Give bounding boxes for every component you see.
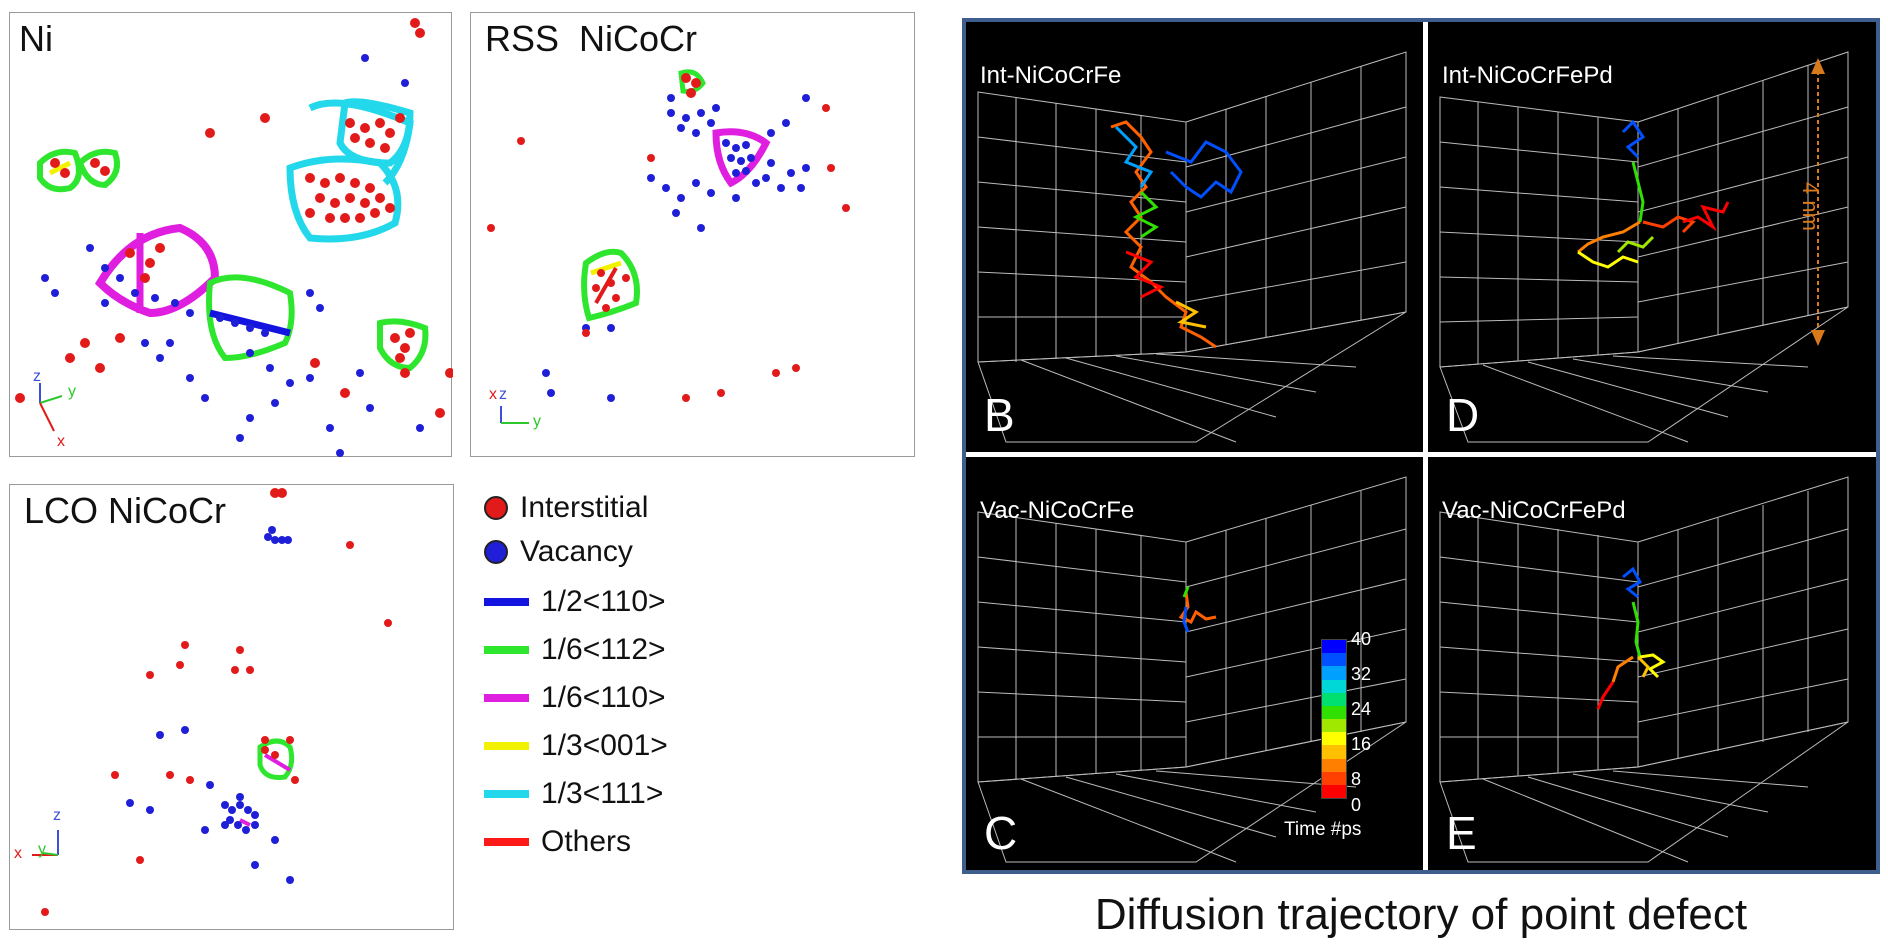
colorbar-tick: 0 — [1351, 795, 1362, 815]
figure-caption: Diffusion trajectory of point defect — [1094, 890, 1748, 939]
ni-axis-y: y — [68, 383, 76, 400]
quadrant-e-letter: E — [1446, 807, 1477, 859]
colorbar-segment — [1322, 679, 1346, 693]
colorbar-tick: 32 — [1351, 664, 1372, 684]
legend-item-interstitial: Interstitial — [484, 488, 648, 528]
legend-label: Vacancy — [520, 535, 633, 568]
colorbar-segment — [1322, 640, 1346, 654]
colorbar-label: Time #ps — [1284, 819, 1362, 840]
legend-item-loop-110-half: 1/2<110> — [484, 582, 666, 622]
quadrant-c: Vac-NiCoCrFe C 40 32 24 16 8 0 Time #ps — [966, 457, 1423, 870]
rss-atom-map — [487, 69, 850, 424]
loop-110-sixth-swatch — [484, 694, 529, 702]
lco-panel: LCO NiCoCr z x y — [9, 484, 454, 930]
time-colorbar — [1321, 639, 1347, 799]
colorbar-segment — [1322, 666, 1346, 680]
colorbar-segment — [1322, 771, 1346, 785]
legend-label: 1/6<110> — [541, 681, 666, 714]
quadrant-d: Int-NiCoCrFePd D 4 nm — [1428, 22, 1876, 452]
grid-box-e — [1439, 476, 1849, 863]
colorbar-segment — [1322, 719, 1346, 733]
quadrant-d-letter: D — [1446, 389, 1480, 441]
loop-001-swatch — [484, 742, 529, 750]
legend-item-vacancy: Vacancy — [484, 532, 633, 572]
colorbar-tick: 16 — [1351, 734, 1372, 754]
vacancy-marker — [484, 540, 508, 564]
ni-panel: Ni z y x — [9, 12, 453, 457]
colorbar-segment — [1322, 758, 1346, 772]
legend-item-others: Others — [484, 822, 631, 862]
legend-label: 1/3<001> — [541, 729, 668, 762]
loop-111-swatch — [484, 790, 529, 798]
quadrant-e: Vac-NiCoCrFePd E — [1428, 457, 1876, 870]
legend-label: Interstitial — [520, 491, 649, 524]
ni-axis-z: z — [33, 368, 41, 385]
legend-label: 1/2<110> — [541, 585, 666, 618]
trajectory-figure: Int-NiCoCrFe B — [962, 18, 1880, 874]
colorbar-segment — [1322, 784, 1346, 799]
rss-panel: RSS NiCoCr x z y — [470, 12, 915, 457]
others-swatch — [484, 838, 529, 846]
legend-label: Others — [541, 825, 632, 858]
lco-axis-y: y — [38, 841, 46, 858]
rss-axis-y: y — [533, 413, 541, 430]
grid-box-d — [1439, 51, 1849, 443]
interstitial-marker — [484, 496, 508, 520]
quadrant-c-letter: C — [984, 807, 1018, 859]
vertical-divider — [1423, 22, 1428, 870]
colorbar-segment — [1322, 705, 1346, 720]
legend-label: 1/3<111> — [541, 777, 664, 810]
horizontal-divider — [966, 452, 1876, 457]
legend-item-loop-110-sixth: 1/6<110> — [484, 678, 666, 718]
scale-label: 4 nm — [1798, 182, 1823, 231]
grid-box-c — [977, 476, 1407, 863]
lco-atom-map — [32, 488, 392, 916]
colorbar-segment — [1322, 732, 1346, 746]
colorbar-segment — [1322, 692, 1346, 706]
loop-110-half-swatch — [484, 598, 529, 606]
ni-panel-title: Ni — [19, 18, 53, 59]
loop-112-swatch — [484, 646, 529, 654]
quadrant-b-title: Int-NiCoCrFe — [980, 62, 1122, 89]
colorbar-segment — [1322, 653, 1346, 667]
colorbar-tick: 8 — [1351, 769, 1362, 789]
colorbar-tick: 24 — [1351, 699, 1372, 719]
ni-atom-map — [15, 18, 453, 457]
lco-axis-x: x — [14, 845, 22, 862]
legend-item-loop-111: 1/3<111> — [484, 774, 663, 814]
legend-label: 1/6<112> — [541, 633, 666, 666]
rss-axis-x: x — [489, 386, 497, 403]
quadrant-e-title: Vac-NiCoCrFePd — [1442, 497, 1626, 524]
grid-box-b — [977, 51, 1407, 443]
quadrant-d-title: Int-NiCoCrFePd — [1442, 62, 1613, 89]
legend-item-loop-112: 1/6<112> — [484, 630, 666, 670]
colorbar-tick: 40 — [1351, 629, 1372, 649]
lco-axis-z: z — [53, 807, 61, 824]
rss-panel-title: RSS NiCoCr — [485, 18, 698, 59]
ni-axis-x: x — [57, 433, 65, 450]
quadrant-b-letter: B — [984, 389, 1015, 441]
rss-axis-z: z — [499, 386, 507, 403]
legend-item-loop-001: 1/3<001> — [484, 726, 668, 766]
quadrant-c-title: Vac-NiCoCrFe — [980, 497, 1135, 524]
colorbar-segment — [1322, 745, 1346, 759]
quadrant-b: Int-NiCoCrFe B — [966, 22, 1423, 452]
lco-panel-title: LCO NiCoCr — [24, 490, 227, 531]
